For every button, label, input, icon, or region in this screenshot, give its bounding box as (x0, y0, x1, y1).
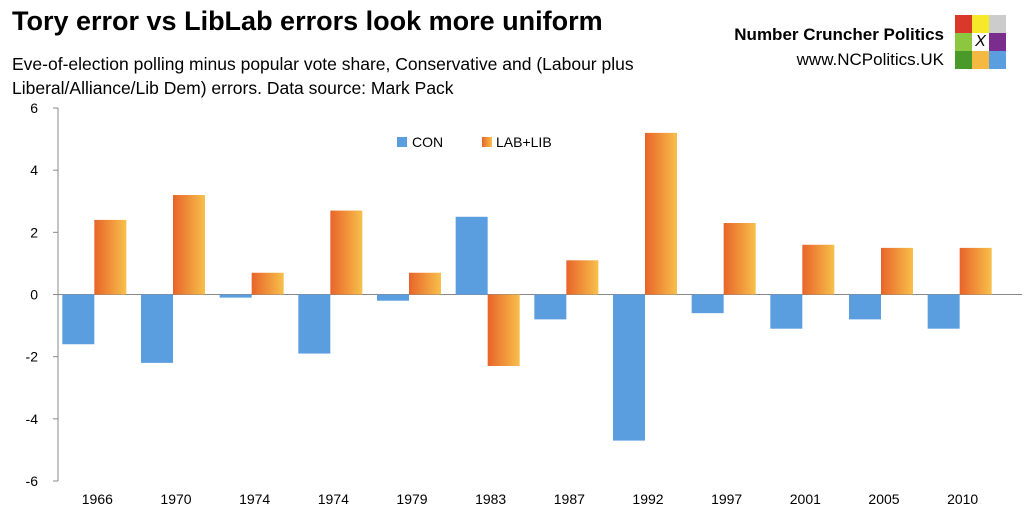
x-tick-label: 1966 (82, 491, 113, 507)
y-tick-label: 6 (30, 100, 38, 116)
logo-cell (955, 51, 972, 69)
lablib-bar (802, 244, 835, 295)
brand-url: www.NCPolitics.UK (796, 50, 944, 69)
y-tick-label: 2 (30, 224, 38, 240)
x-tick-label: 1983 (475, 491, 506, 507)
chart-title: Tory error vs LibLab errors look more un… (12, 6, 603, 36)
logo-x-cell: X (972, 33, 989, 51)
x-tick-label: 1992 (632, 491, 663, 507)
y-tick-label: -4 (26, 411, 39, 427)
con-bar (770, 294, 803, 329)
con-bar (927, 294, 960, 329)
con-bar (534, 294, 567, 320)
lablib-bar (330, 210, 363, 295)
con-bar (141, 294, 173, 363)
chart-subtitle: Eve-of-election polling minus popular vo… (12, 54, 634, 98)
legend-swatch-lablib (482, 137, 492, 147)
logo-cell (972, 51, 989, 69)
con-bar (849, 294, 881, 320)
con-bar (455, 216, 488, 295)
x-tick-label: 2001 (790, 491, 821, 507)
lablib-bar (881, 247, 913, 295)
lablib-bar (173, 195, 205, 295)
x-tick-label: 1970 (160, 491, 191, 507)
brand-logo: X (955, 15, 1006, 69)
logo-cell (989, 51, 1006, 69)
logo-cell (972, 15, 989, 33)
x-tick-label: 1997 (711, 491, 742, 507)
logo-cell (955, 15, 972, 33)
logo-cell (955, 33, 972, 51)
con-bar (219, 294, 252, 298)
lablib-bar (645, 132, 677, 295)
y-tick-label: -2 (26, 349, 39, 365)
lablib-bar (251, 272, 284, 295)
x-tick-label: 1974 (318, 491, 349, 507)
lablib-bar (409, 272, 441, 295)
logo-cell (989, 15, 1006, 33)
lablib-bar (94, 219, 127, 295)
con-bar (691, 294, 724, 314)
y-tick-label: 4 (30, 162, 38, 178)
logo-cell (989, 33, 1006, 51)
con-bar (377, 294, 409, 301)
lablib-bar (959, 247, 992, 295)
legend-swatch-con (397, 137, 407, 147)
lablib-bar (487, 294, 520, 366)
x-tick-label: 2005 (868, 491, 899, 507)
con-bar (298, 294, 331, 354)
lablib-bar (723, 223, 756, 295)
con-bar (613, 294, 645, 441)
x-tick-label: 1987 (554, 491, 585, 507)
y-tick-label: -6 (26, 473, 39, 489)
x-tick-label: 2010 (947, 491, 978, 507)
brand: Number Cruncher Politics www.NCPolitics.… (734, 22, 944, 72)
lablib-bar (566, 260, 599, 295)
y-tick-label: 0 (30, 287, 38, 303)
legend-label-con: CON (412, 134, 443, 150)
con-bar (62, 294, 95, 345)
x-tick-label: 1979 (396, 491, 427, 507)
legend-label-lablib: LAB+LIB (496, 134, 552, 150)
brand-name: Number Cruncher Politics (734, 25, 944, 44)
x-tick-label: 1974 (239, 491, 270, 507)
